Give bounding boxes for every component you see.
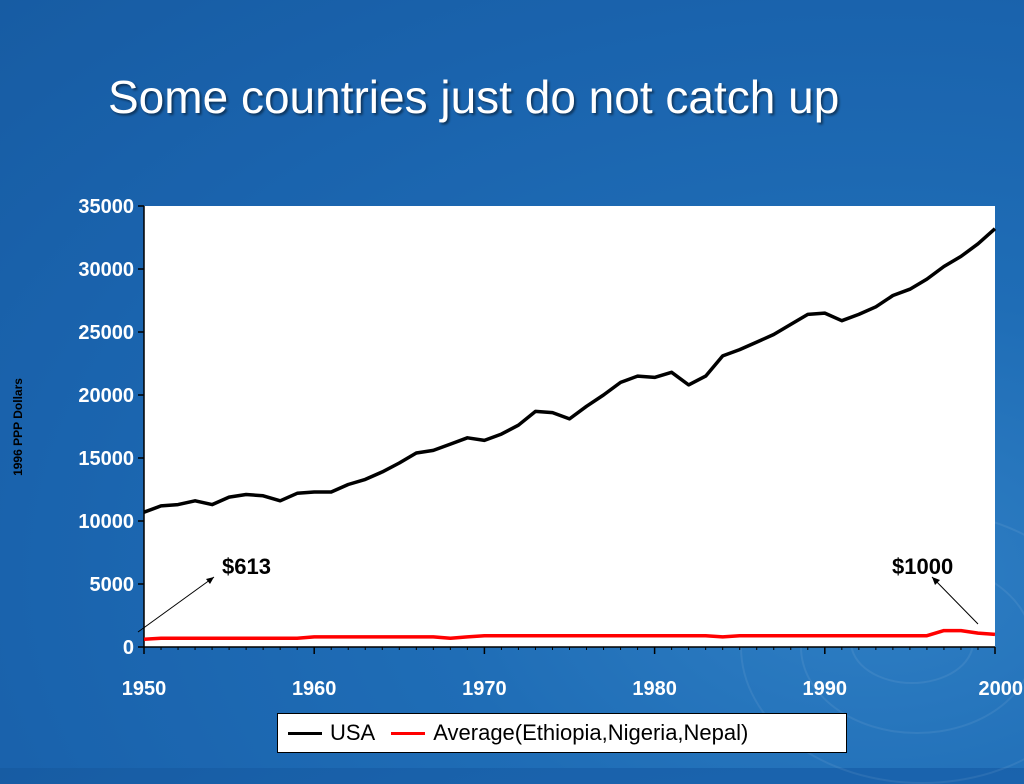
x-tick-label: 2000 — [979, 678, 1024, 700]
x-ticks: 1950 1960 1970 1980 1990 2000 — [122, 647, 1023, 700]
annotation-613-label: $613 — [222, 554, 271, 579]
y-ticks: 0 5000 10000 15000 20000 25000 30000 35000 — [78, 196, 144, 659]
annotation-613: $613 — [137, 554, 271, 633]
series-line-usa — [143, 227, 997, 514]
x-tick-label: 1980 — [632, 678, 677, 700]
y-tick-label: 20000 — [78, 385, 134, 407]
y-tick-label: 15000 — [78, 448, 134, 470]
annotation-1000-label: $1000 — [892, 554, 953, 579]
legend-label-average: Average(Ethiopia,Nigeria,Nepal) — [433, 720, 749, 745]
x-tick-label: 1990 — [803, 678, 848, 700]
y-tick-label: 35000 — [78, 196, 134, 218]
chart-legend: USA Average(Ethiopia,Nigeria,Nepal) — [277, 713, 847, 753]
y-tick-label: 25000 — [78, 322, 134, 344]
slide-title: Some countries just do not catch up — [108, 71, 840, 123]
series-line-average — [143, 628, 996, 642]
annotation-1000-arrowhead — [932, 577, 940, 585]
line-chart: 0 5000 10000 15000 20000 25000 30000 35000 1950… — [11, 196, 1023, 700]
annotation-613-arrow — [137, 576, 215, 633]
legend-label-usa: USA — [330, 720, 376, 745]
annotation-1000-arrow — [931, 576, 979, 625]
legend-swatch-usa — [288, 731, 322, 735]
annotation-613-arrowhead — [206, 577, 214, 584]
series-lines — [143, 227, 997, 642]
x-tick-label: 1970 — [462, 678, 507, 700]
y-tick-label: 0 — [123, 637, 134, 659]
y-tick-label: 30000 — [78, 259, 134, 281]
y-tick-label: 5000 — [90, 574, 135, 596]
x-tick-label: 1960 — [292, 678, 337, 700]
y-tick-label: 10000 — [78, 511, 134, 533]
x-tick-label: 1950 — [122, 678, 167, 700]
y-axis-label: 1996 PPP Dollars — [11, 378, 25, 476]
legend-item-average: Average(Ethiopia,Nigeria,Nepal) — [391, 720, 748, 746]
legend-swatch-average — [391, 731, 426, 735]
legend-item-usa: USA — [288, 720, 375, 746]
annotation-1000: $1000 — [892, 554, 979, 625]
plot-area — [144, 206, 995, 647]
